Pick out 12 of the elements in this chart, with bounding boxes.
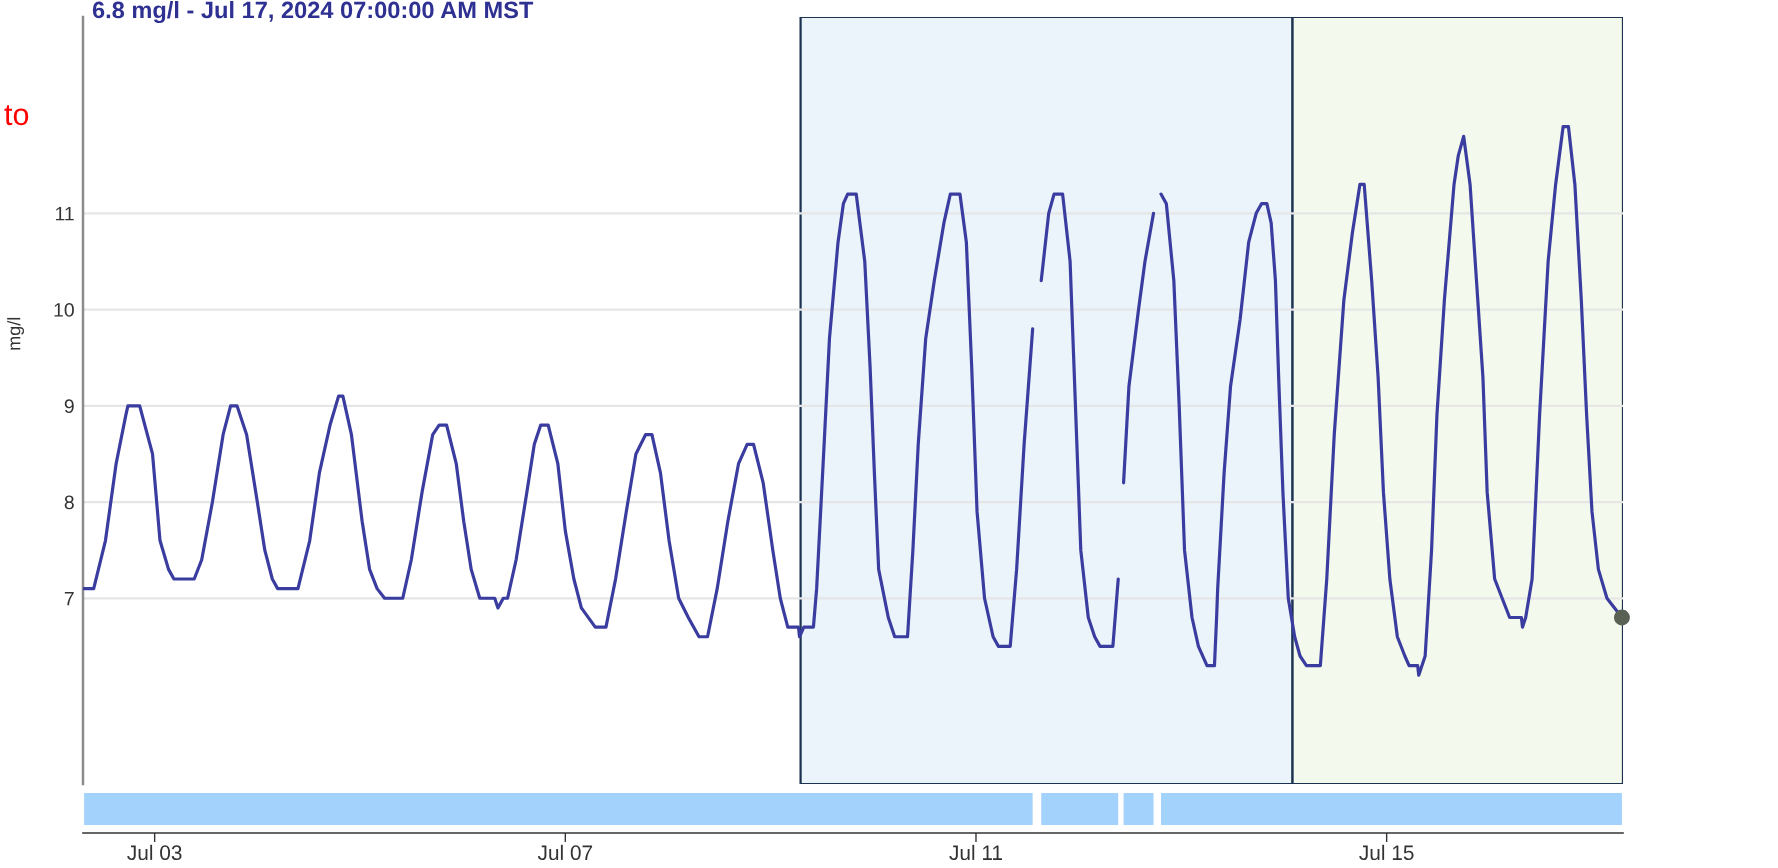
x-tick-label: Jul 11 <box>949 844 1002 861</box>
y-tick-label: 7 <box>64 591 74 606</box>
y-tick-label: 9 <box>64 399 74 414</box>
x-tick-label: Jul 07 <box>537 844 593 861</box>
chart-title: 6.8 mg/l - Jul 17, 2024 07:00:00 AM MST <box>92 1 534 24</box>
y-tick-label: 10 <box>54 303 74 317</box>
x-tick-label: Jul 03 <box>127 844 182 861</box>
x-tick-label: Jul 15 <box>1359 844 1414 861</box>
y-tick-label: 8 <box>64 495 74 510</box>
text: to <box>4 105 29 126</box>
y-axis-title: mg/l <box>7 317 24 350</box>
y-tick-label: 11 <box>55 206 74 221</box>
